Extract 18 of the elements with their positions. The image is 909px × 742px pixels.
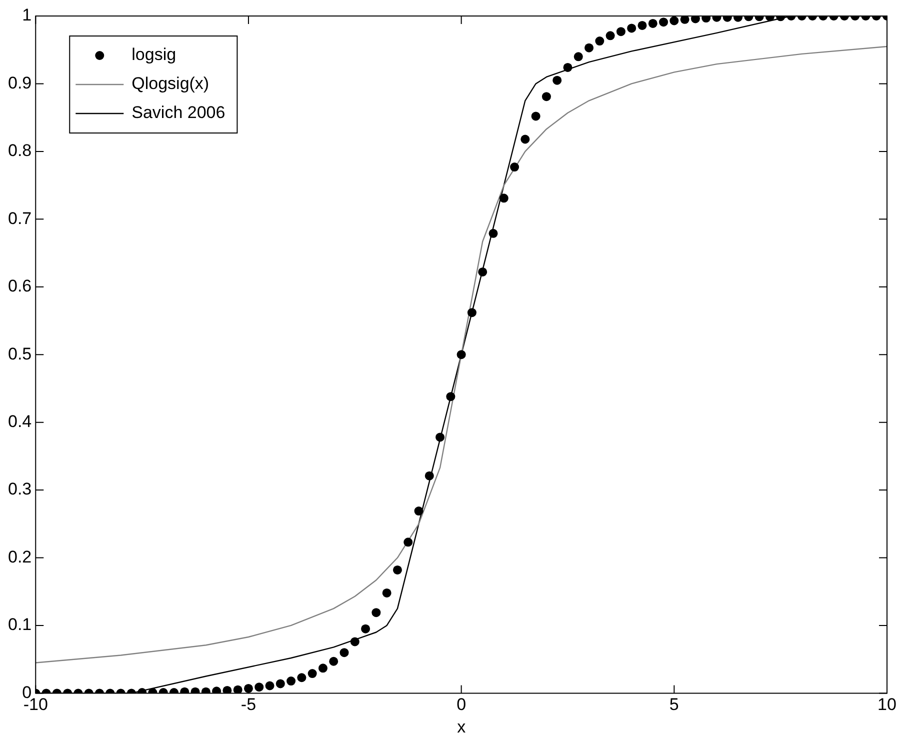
legend-label: logsig — [132, 45, 176, 64]
y-tick-label: 0.1 — [8, 615, 32, 634]
legend-label: Savich 2006 — [132, 103, 226, 122]
y-tick-label: 0.9 — [8, 73, 32, 92]
y-tick-label: 0.8 — [8, 141, 32, 160]
x-axis-title: x — [457, 717, 466, 736]
y-tick-label: 0.7 — [8, 208, 32, 228]
x-tick-label: 10 — [878, 695, 896, 714]
legend-label: Qlogsig(x) — [132, 74, 210, 94]
y-tick-label: 1 — [22, 6, 32, 25]
x-tick-label: 5 — [669, 695, 679, 714]
y-tick-label: 0.5 — [8, 344, 32, 364]
x-tick-label: -5 — [240, 695, 256, 714]
x-tick-label: 0 — [456, 695, 466, 714]
y-tick-label: 0.2 — [8, 547, 32, 566]
y-tick-label: 0.4 — [8, 412, 32, 432]
y-tick-label: 0.3 — [8, 480, 32, 499]
y-tick-label: 0.6 — [8, 276, 32, 296]
